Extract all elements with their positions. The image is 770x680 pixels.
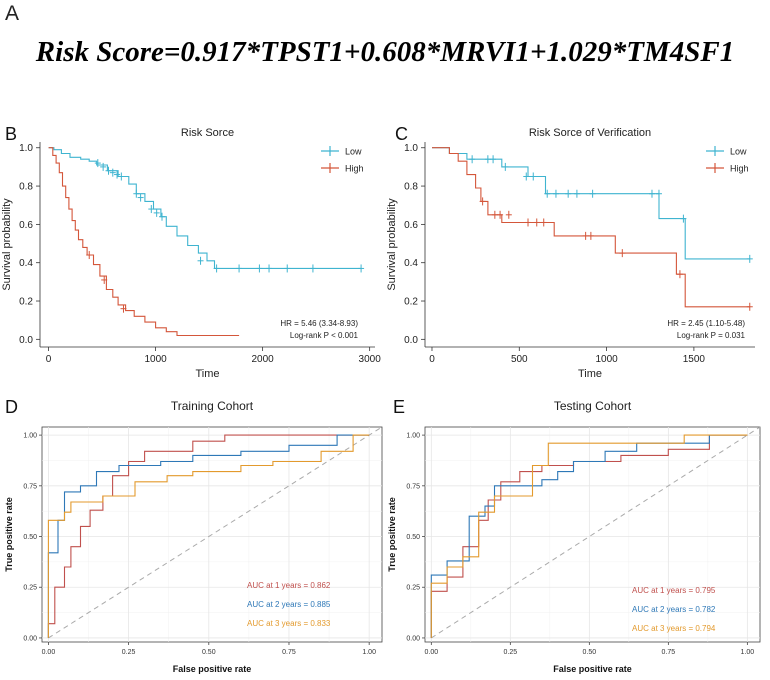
chart-title: Risk Sorce bbox=[181, 127, 234, 139]
log-rank-p-label: Log-rank P < 0.001 bbox=[290, 331, 359, 340]
km-curve-low bbox=[48, 147, 362, 269]
km-curve-high bbox=[48, 147, 240, 337]
x-tick-label: 1000 bbox=[144, 354, 167, 365]
x-axis-label: False positive rate bbox=[173, 664, 252, 674]
km-panel-b: B Risk Sorce 0.0 0.2 0.4 0.6 0.8 1.0 0 1000 2000 30… bbox=[1, 124, 381, 380]
log-rank-p-label: Log-rank P = 0.031 bbox=[677, 331, 746, 340]
panel-label-e: E bbox=[393, 397, 405, 417]
y-tick-label: 0.75 bbox=[23, 483, 37, 490]
y-tick-label: 1.0 bbox=[404, 143, 418, 154]
y-tick-label: 0.25 bbox=[406, 585, 420, 592]
panel-label-a: A bbox=[5, 2, 20, 25]
risk-score-formula: Risk Score=0.917*TPST1+0.608*MRVI1+1.029… bbox=[35, 36, 735, 68]
y-tick-label: 0.75 bbox=[406, 483, 420, 490]
y-tick-label: 0.25 bbox=[23, 585, 37, 592]
auc-label-2-year: AUC at 2 years = 0.885 bbox=[247, 600, 331, 609]
y-tick-label: 0.8 bbox=[404, 182, 418, 193]
roc-curve-3-year bbox=[430, 434, 748, 638]
auc-label-2-year: AUC at 2 years = 0.782 bbox=[632, 605, 716, 614]
x-tick-label: 3000 bbox=[359, 354, 382, 365]
x-tick-label: 0.50 bbox=[202, 649, 216, 656]
y-tick-label: 0.0 bbox=[404, 335, 418, 346]
y-tick-label: 0.2 bbox=[19, 297, 33, 308]
roc-panel-e: E Testing Cohort 0.00 0.25 0.50 0.75 1.00 0.00 0… bbox=[387, 397, 761, 674]
x-tick-label: 1.00 bbox=[362, 649, 376, 656]
panel-label-d: D bbox=[5, 397, 18, 417]
legend-label-high: High bbox=[345, 164, 364, 174]
x-tick-label: 0.75 bbox=[282, 649, 296, 656]
y-axis-label: Survival probability bbox=[386, 198, 398, 291]
y-tick-label: 1.0 bbox=[19, 143, 33, 154]
y-tick-label: 0.2 bbox=[404, 297, 418, 308]
y-tick-label: 0.00 bbox=[406, 635, 420, 642]
x-tick-label: 0.25 bbox=[504, 649, 518, 656]
y-tick-label: 1.00 bbox=[406, 433, 420, 440]
y-tick-label: 0.8 bbox=[19, 182, 33, 193]
x-tick-label: 0 bbox=[429, 354, 435, 365]
y-tick-label: 0.50 bbox=[23, 534, 37, 541]
x-tick-label: 1500 bbox=[683, 354, 706, 365]
chart-title: Testing Cohort bbox=[554, 399, 632, 413]
x-tick-label: 2000 bbox=[251, 354, 274, 365]
auc-label-1-year: AUC at 1 years = 0.795 bbox=[632, 586, 716, 595]
x-tick-label: 0.00 bbox=[42, 649, 56, 656]
x-axis-label: Time bbox=[578, 368, 602, 380]
reference-diagonal bbox=[48, 426, 383, 639]
km-curve-low bbox=[432, 147, 750, 260]
x-tick-label: 500 bbox=[511, 354, 528, 365]
y-tick-label: 0.50 bbox=[406, 534, 420, 541]
x-tick-label: 1000 bbox=[595, 354, 618, 365]
reference-diagonal bbox=[431, 426, 761, 639]
legend-label-high: High bbox=[730, 164, 749, 174]
y-tick-label: 1.00 bbox=[23, 433, 37, 440]
roc-curve-1-year bbox=[430, 434, 748, 638]
x-tick-label: 0.00 bbox=[425, 649, 439, 656]
auc-label-3-year: AUC at 3 years = 0.833 bbox=[247, 619, 331, 628]
x-tick-label: 0.25 bbox=[122, 649, 136, 656]
legend-label-low: Low bbox=[730, 147, 747, 157]
x-axis-label: False positive rate bbox=[553, 664, 632, 674]
km-curve-high bbox=[432, 147, 750, 308]
roc-curve-2-year bbox=[430, 434, 748, 638]
y-axis-label: True positive rate bbox=[387, 497, 397, 572]
y-tick-label: 0.6 bbox=[19, 220, 33, 231]
legend-label-low: Low bbox=[345, 147, 362, 157]
panel-label-c: C bbox=[395, 124, 408, 144]
auc-label-1-year: AUC at 1 years = 0.862 bbox=[247, 581, 331, 590]
km-panel-c: C Risk Sorce of Verification 0.0 0.2 0.4 0.6 0… bbox=[386, 124, 755, 380]
roc-panel-d: D Training Cohort 0.00 0.25 0.50 0.75 1.00 0.00… bbox=[4, 397, 383, 674]
y-axis-label: True positive rate bbox=[4, 497, 14, 572]
x-tick-label: 0.50 bbox=[583, 649, 597, 656]
x-axis-label: Time bbox=[195, 368, 219, 380]
y-tick-label: 0.6 bbox=[404, 220, 418, 231]
chart-title: Training Cohort bbox=[171, 399, 254, 413]
y-axis-label: Survival probability bbox=[1, 198, 13, 291]
x-tick-label: 0.75 bbox=[662, 649, 676, 656]
hazard-ratio-label: HR = 2.45 (1.10-5.48) bbox=[667, 319, 745, 328]
roc-curve-1-year bbox=[47, 434, 370, 638]
roc-curve-3-year bbox=[47, 434, 370, 638]
panel-label-b: B bbox=[5, 124, 17, 144]
auc-label-3-year: AUC at 3 years = 0.794 bbox=[632, 624, 716, 633]
x-tick-label: 0 bbox=[46, 354, 52, 365]
y-tick-label: 0.0 bbox=[19, 335, 33, 346]
y-tick-label: 0.4 bbox=[404, 258, 418, 269]
hazard-ratio-label: HR = 5.46 (3.34-8.93) bbox=[280, 319, 358, 328]
y-tick-label: 0.4 bbox=[19, 258, 33, 269]
y-tick-label: 0.00 bbox=[23, 635, 37, 642]
chart-title: Risk Sorce of Verification bbox=[529, 127, 651, 139]
x-tick-label: 1.00 bbox=[741, 649, 755, 656]
